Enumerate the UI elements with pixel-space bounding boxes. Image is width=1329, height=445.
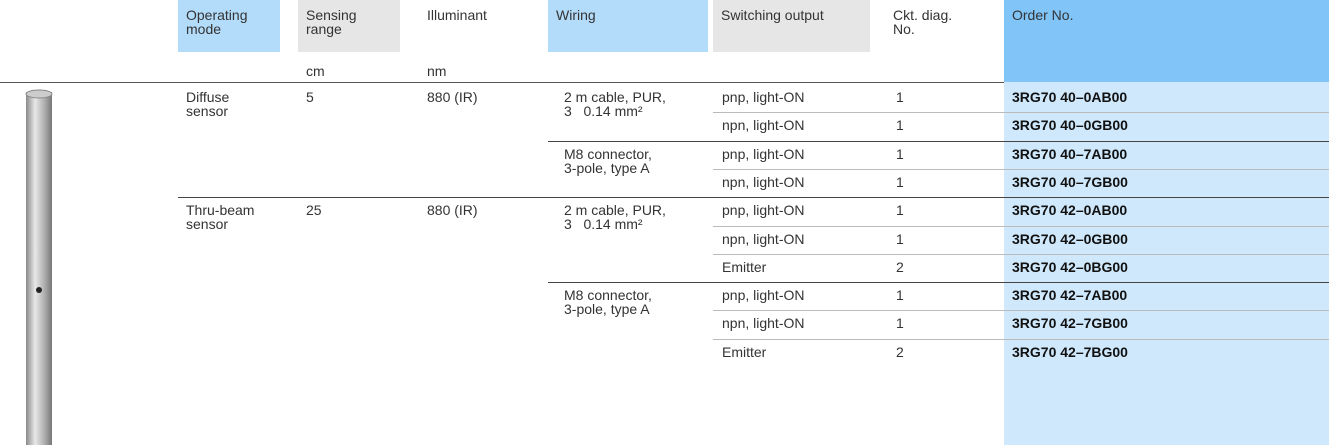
circuit-diagram: 1 — [896, 117, 904, 134]
header-rule — [0, 82, 1004, 83]
column-header: Sensing — [306, 7, 357, 23]
circuit-diagram: 1 — [896, 89, 904, 105]
operating-mode: Diffuse — [186, 89, 230, 105]
sensor-image — [25, 89, 53, 445]
row-rule — [713, 338, 1329, 340]
circuit-diagram: 2 — [896, 258, 904, 275]
row-rule — [713, 168, 1329, 170]
circuit-diagram: 1 — [896, 173, 904, 190]
order-number: 3RG70 42–0GB00 — [1012, 230, 1128, 247]
row-rule — [178, 197, 1329, 199]
circuit-diagram: 2 — [896, 343, 904, 360]
header-bg — [713, 0, 870, 52]
header-bg — [178, 0, 280, 52]
order-number: 3RG70 40–7AB00 — [1012, 145, 1128, 162]
column-header: Wiring — [556, 7, 596, 23]
order-number: 3RG70 40–7GB00 — [1012, 173, 1128, 190]
column-header: mode — [186, 21, 222, 37]
order-header-bg — [1004, 0, 1329, 82]
order-number: 3RG70 40–0GB00 — [1012, 117, 1128, 134]
circuit-diagram: 1 — [896, 315, 904, 332]
circuit-diagram: 1 — [896, 287, 904, 304]
illuminant: 880 (IR) — [427, 89, 478, 105]
switching-output: pnp, light-ON — [722, 287, 805, 304]
row-rule — [713, 112, 1329, 114]
header-bg — [298, 0, 400, 52]
operating-mode: sensor — [186, 103, 229, 119]
order-number: 3RG70 42–0AB00 — [1012, 202, 1128, 219]
wiring: 2 m cable, PUR, — [564, 89, 666, 105]
column-header: Illuminant — [427, 7, 487, 23]
operating-mode: Thru-beam — [186, 202, 255, 219]
illuminant: 880 (IR) — [427, 202, 478, 219]
switching-output: npn, light-ON — [722, 315, 805, 332]
column-header: range — [306, 21, 342, 37]
unit: nm — [427, 63, 447, 79]
order-number: 3RG70 42–7GB00 — [1012, 315, 1128, 332]
switching-output: npn, light-ON — [722, 117, 805, 134]
row-rule — [548, 140, 1329, 142]
order-number: 3RG70 42–0BG00 — [1012, 258, 1128, 275]
sensing-range: 25 — [306, 202, 322, 219]
circuit-diagram: 1 — [896, 202, 904, 219]
column-header: No. — [893, 21, 915, 37]
switching-output: pnp, light-ON — [722, 202, 805, 219]
header-bg — [548, 0, 708, 52]
wiring: 3-pole, type A — [564, 159, 650, 176]
switching-output: Emitter — [722, 343, 767, 360]
circuit-diagram: 1 — [896, 230, 904, 247]
order-number: 3RG70 42–7BG00 — [1012, 343, 1128, 360]
wiring: 3 0.14 mm² — [564, 216, 643, 233]
column-header: Operating — [186, 7, 248, 23]
switching-output: npn, light-ON — [722, 230, 805, 247]
wiring: 3 0.14 mm² — [564, 103, 643, 119]
row-rule — [548, 282, 1329, 284]
row-rule — [713, 225, 1329, 227]
circuit-diagram: 1 — [896, 145, 904, 162]
order-number: 3RG70 42–7AB00 — [1012, 287, 1128, 304]
operating-mode: sensor — [186, 216, 229, 233]
row-rule — [713, 310, 1329, 312]
switching-output: pnp, light-ON — [722, 145, 805, 162]
wiring: M8 connector, — [564, 145, 652, 162]
order-column-bg — [1004, 82, 1329, 445]
column-header: Ckt. diag. — [893, 7, 953, 23]
switching-output: Emitter — [722, 258, 767, 275]
wiring: 2 m cable, PUR, — [564, 202, 666, 219]
order-number: 3RG70 40–0AB00 — [1012, 89, 1128, 105]
column-header: Order No. — [1012, 7, 1074, 23]
sensing-range: 5 — [306, 89, 314, 105]
column-header: Switching output — [721, 7, 824, 23]
switching-output: pnp, light-ON — [722, 89, 805, 105]
wiring: 3-pole, type A — [564, 301, 650, 318]
unit: cm — [306, 63, 325, 79]
switching-output: npn, light-ON — [722, 173, 805, 190]
wiring: M8 connector, — [564, 287, 652, 304]
row-rule — [713, 253, 1329, 255]
